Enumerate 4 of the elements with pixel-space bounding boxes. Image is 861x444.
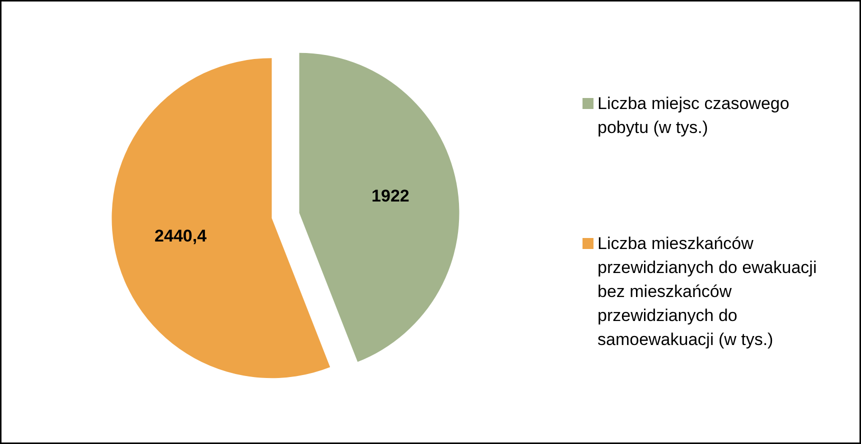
legend-label: Liczba miejsc czasowego pobytu (w tys.) [598,94,790,137]
data-label: 2440,4 [154,226,208,246]
data-label: 1922 [372,186,410,206]
legend-label: Liczba mieszkańców przewidzianych do ewakuacji bez mieszkańców przewidzianych do samoewakuacji (w tys.) [598,234,817,349]
